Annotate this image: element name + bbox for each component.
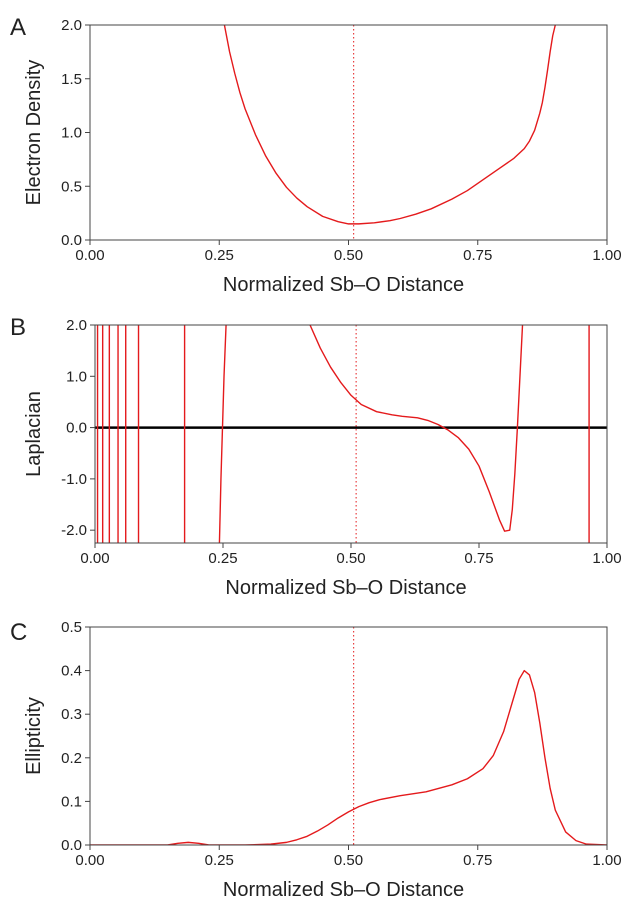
x-tick-label: 0.75 [463,852,492,869]
x-tick-label: 0.50 [334,247,363,264]
y-tick-label: 0.1 [61,793,82,810]
x-tick-label: 0.75 [464,550,493,567]
x-tick-label: 0.50 [334,852,363,869]
plot-area [90,627,607,845]
x-tick-label: 0.50 [336,550,365,567]
x-tick-label: 1.00 [592,852,621,869]
y-tick-label: 0.0 [61,232,82,249]
plot-area [95,325,607,543]
y-tick-label: 0.2 [61,750,82,767]
panel-letter: C [10,619,27,646]
y-tick-label: -2.0 [61,522,87,539]
y-tick-label: 2.0 [61,17,82,34]
x-tick-label: 0.25 [208,550,237,567]
y-tick-label: 0.4 [61,663,82,680]
y-tick-label: 1.0 [61,125,82,142]
y-tick-label: 2.0 [66,317,87,334]
plot-frame [95,325,607,543]
x-tick-label: 0.00 [75,852,104,869]
series-line [224,25,555,224]
x-tick-label: 1.00 [592,247,621,264]
y-axis-title: Electron Density [23,60,45,206]
x-tick-label: 0.00 [80,550,109,567]
x-tick-label: 0.00 [75,247,104,264]
panel-b: B 0.00 0.25 0.50 0.75 1.00 -2.0 -1.0 0.0 1.0 2.0 No… [10,314,622,599]
y-tick-label: 0.5 [61,619,82,636]
series-line [90,671,607,845]
x-axis-title: Normalized Sb–O Distance [225,577,466,599]
x-tick-label: 1.00 [592,550,621,567]
y-tick-label: 1.0 [66,368,87,385]
y-axis-title: Laplacian [23,391,45,477]
x-axis-title: Normalized Sb–O Distance [223,274,464,296]
y-axis-title: Ellipticity [23,697,45,775]
y-tick-label: 0.5 [61,178,82,195]
x-axis-title: Normalized Sb–O Distance [223,879,464,900]
x-tick-label: 0.75 [463,247,492,264]
plot-area [224,25,555,240]
y-tick-label: 0.0 [66,420,87,437]
panel-c: C 0.00 0.25 0.50 0.75 1.00 0.0 0.1 0.2 0.3 0.4 0.5 N… [10,619,622,900]
series-line [219,325,226,543]
y-tick-label: 0.0 [61,837,82,854]
panel-letter: B [10,314,26,341]
plot-frame [90,25,607,240]
panel-letter: A [10,14,26,41]
y-tick-label: 0.3 [61,706,82,723]
y-tick-label: 1.5 [61,71,82,88]
panel-a: A 0.00 0.25 0.50 0.75 1.00 0.0 0.5 1.0 1.5 2.0 Norm… [10,14,622,296]
x-tick-label: 0.25 [205,247,234,264]
y-tick-label: -1.0 [61,471,87,488]
x-tick-label: 0.25 [205,852,234,869]
